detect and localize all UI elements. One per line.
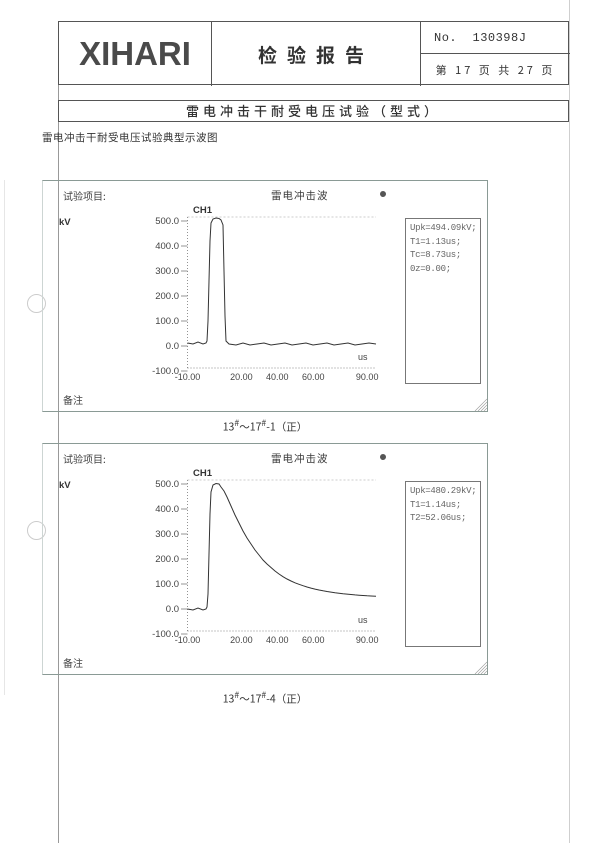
svg-text:60.00: 60.00	[302, 635, 325, 645]
svg-text:400.0: 400.0	[155, 504, 179, 515]
svg-text:0.0: 0.0	[166, 604, 179, 615]
svg-text:100.0: 100.0	[155, 316, 179, 327]
svg-text:300.0: 300.0	[155, 266, 179, 277]
svg-text:300.0: 300.0	[155, 529, 179, 540]
svg-text:500.0: 500.0	[155, 216, 179, 227]
svg-text:200.0: 200.0	[155, 554, 179, 565]
svg-text:20.00: 20.00	[230, 635, 253, 645]
svg-text:us: us	[358, 352, 368, 362]
svg-text:CH1: CH1	[193, 205, 213, 216]
svg-text:200.0: 200.0	[155, 291, 179, 302]
svg-text:60.00: 60.00	[302, 372, 325, 382]
svg-text:500.0: 500.0	[155, 479, 179, 490]
svg-text:kV: kV	[59, 480, 71, 491]
svg-text:us: us	[358, 615, 368, 625]
svg-text:100.0: 100.0	[155, 579, 179, 590]
svg-text:-10.00: -10.00	[175, 635, 201, 645]
svg-text:kV: kV	[59, 217, 71, 228]
svg-text:20.00: 20.00	[230, 372, 253, 382]
svg-text:400.0: 400.0	[155, 241, 179, 252]
svg-text:40.00: 40.00	[266, 635, 289, 645]
svg-text:-10.00: -10.00	[175, 372, 201, 382]
svg-text:40.00: 40.00	[266, 372, 289, 382]
svg-text:0.0: 0.0	[166, 341, 179, 352]
svg-text:CH1: CH1	[193, 468, 213, 479]
svg-text:90.00: 90.00	[356, 372, 379, 382]
svg-text:90.00: 90.00	[356, 635, 379, 645]
